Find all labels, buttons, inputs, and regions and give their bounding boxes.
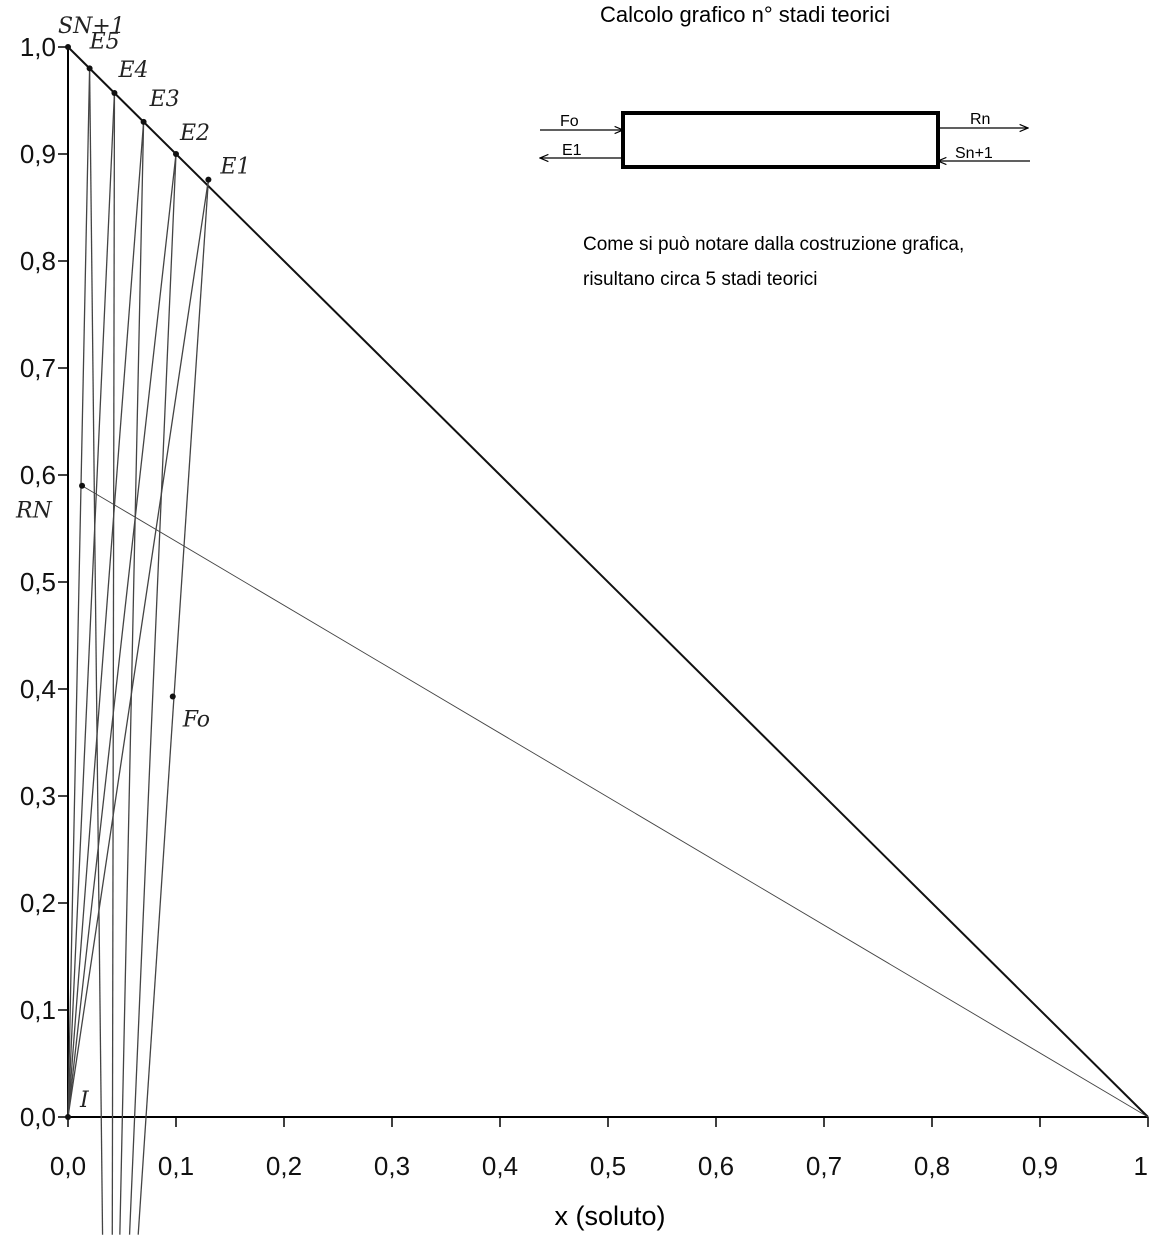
point-label: E2 bbox=[179, 121, 210, 146]
note: Come si può notare dalla costruzione gra… bbox=[583, 234, 964, 255]
y-tick-label: 0,6 bbox=[20, 460, 56, 490]
point bbox=[65, 44, 71, 50]
scheme: Fo E1 Rn Sn+1 bbox=[540, 111, 1030, 169]
x-tick-label: 0,8 bbox=[914, 1151, 950, 1181]
point bbox=[140, 118, 147, 125]
point-label: Fo bbox=[182, 707, 210, 732]
x-tick-label: 0,5 bbox=[590, 1151, 626, 1181]
construction-line bbox=[67, 68, 91, 1118]
construction-line bbox=[88, 68, 104, 1235]
construction-line bbox=[111, 93, 116, 1235]
stream-label: Rn bbox=[970, 111, 990, 128]
x-tick-label: 0,2 bbox=[266, 1151, 302, 1181]
x-axis-label: x (soluto) bbox=[554, 1201, 665, 1231]
x-tick-label: 0,6 bbox=[698, 1151, 734, 1181]
y-tick-label: 0,8 bbox=[20, 246, 56, 276]
x-tick-label: 0,3 bbox=[374, 1151, 410, 1181]
x-tick-label: 0,4 bbox=[482, 1151, 518, 1181]
stream-label: E1 bbox=[562, 142, 582, 159]
y-tick-label: 0,3 bbox=[20, 781, 56, 811]
construction-line bbox=[67, 153, 177, 1118]
point bbox=[111, 90, 118, 97]
construction-line bbox=[67, 179, 210, 1118]
y-tick-label: 0,2 bbox=[20, 888, 56, 918]
stream-label: Fo bbox=[560, 113, 579, 130]
construction-line bbox=[137, 179, 210, 1235]
point-label: E3 bbox=[149, 87, 180, 112]
construction-line bbox=[67, 92, 116, 1118]
point bbox=[65, 1114, 71, 1120]
x-tick-label: 0,1 bbox=[158, 1151, 194, 1181]
point bbox=[79, 482, 86, 489]
construction-line bbox=[67, 121, 145, 1118]
chart-title: Calcolo grafico n° stadi teorici bbox=[600, 2, 890, 27]
x-tick-label: 0,7 bbox=[806, 1151, 842, 1181]
x-tick-label: 0,9 bbox=[1022, 1151, 1058, 1181]
construction-line bbox=[81, 485, 1149, 1118]
point-label: E4 bbox=[117, 58, 148, 83]
y-tick-label: 0,1 bbox=[20, 995, 56, 1025]
construction-line bbox=[119, 121, 145, 1235]
note: risultano circa 5 stadi teorici bbox=[583, 269, 817, 290]
point-label: E1 bbox=[219, 155, 250, 180]
y-tick-label: 0,5 bbox=[20, 567, 56, 597]
y-tick-label: 0,0 bbox=[20, 1102, 56, 1132]
point bbox=[205, 176, 212, 183]
construction-line bbox=[128, 153, 177, 1235]
x-tick-label: 1 bbox=[1134, 1151, 1148, 1181]
y-tick-label: 0,9 bbox=[20, 139, 56, 169]
y-tick-label: 0,4 bbox=[20, 674, 56, 704]
point bbox=[86, 65, 93, 72]
y-tick-label: 0,7 bbox=[20, 353, 56, 383]
point-label: SN+1 bbox=[58, 14, 125, 39]
construction-line bbox=[67, 46, 1149, 1118]
point-label: E5 bbox=[89, 29, 120, 54]
y-tick-label: 1,0 bbox=[20, 32, 56, 62]
point bbox=[169, 693, 176, 700]
stream-label: Sn+1 bbox=[955, 145, 993, 162]
point-label: I bbox=[79, 1088, 90, 1113]
x-tick-label: 0,0 bbox=[50, 1151, 86, 1181]
point-label: RN bbox=[15, 499, 53, 524]
point bbox=[173, 151, 179, 157]
stage-box bbox=[621, 111, 940, 169]
